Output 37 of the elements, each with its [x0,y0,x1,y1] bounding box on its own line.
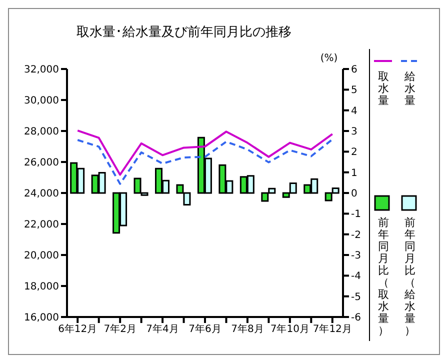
legend-label: 給水量 [404,70,416,107]
y2-tick-label: -2 [351,230,361,241]
y2-tick-label: 3 [351,126,358,138]
legend-label: 取水量 [378,70,389,107]
y-tick-label: 20,000 [24,250,59,262]
y2-tick-label: -3 [351,250,361,262]
text: 前年同月比（取水量） [378,216,389,337]
x-tick-label: 7年8月 [231,323,264,336]
x-tick-label: 7年4月 [146,323,179,336]
y2-tick-label: 4 [351,106,358,117]
x-tick-label: 7年6月 [188,323,222,336]
x-tick-label: 7年10月 [270,323,310,336]
y2-axis-title: (%) [319,53,339,64]
x-tick-label: 7年2月 [104,323,136,336]
y2-tick-label: -1 [351,209,361,220]
text: 前年同月比（給水量） [404,216,416,337]
y2-tick-label: 2 [351,147,358,158]
y-tick-label: 28,000 [24,126,59,138]
y-tick-label: 22,000 [24,220,59,231]
y2-tick-label: -6 [351,312,361,324]
line-series [76,138,334,185]
y2-tick-label: -4 [351,271,361,282]
y-tick-label: 30,000 [24,96,59,107]
y2-tick-label: -5 [351,292,361,303]
y2-tick-label: 6 [351,64,358,76]
line-series [76,130,334,176]
x-tick-label: 7年12月 [312,323,352,336]
y-tick-label: 32,000 [24,64,59,76]
y-tick-label: 18,000 [24,282,59,293]
chart-title: 取水量･給水量及び前年同月比の推移 [76,24,292,41]
y2-tick-label: 1 [351,168,358,179]
y-tick-label: 26,000 [24,158,59,169]
y-tick-label: 24,000 [24,188,59,200]
y2-tick-label: 0 [351,188,358,200]
x-tick-label: 6年12月 [58,323,98,336]
y-tick-label: 16,000 [24,312,59,324]
y2-tick-label: 5 [351,85,358,96]
